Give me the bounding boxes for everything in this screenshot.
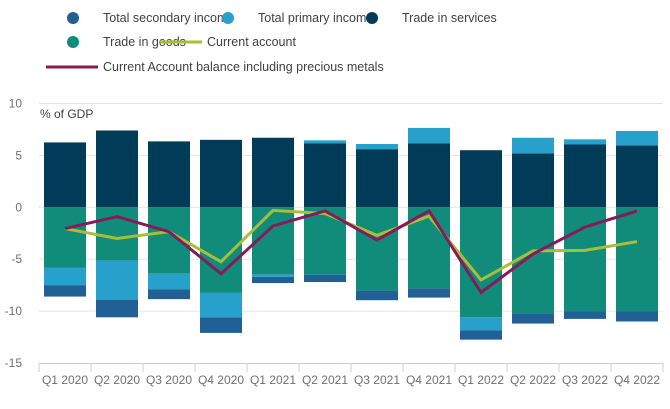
- bar-total-primary-income: [44, 267, 86, 286]
- gridlines: [39, 103, 663, 312]
- legend-label: Trade in services: [402, 11, 497, 25]
- bar-total-primary-income: [252, 274, 294, 277]
- bar-total-secondary-income: [252, 276, 294, 284]
- x-tick-label: Q2 2022: [510, 373, 556, 387]
- legend-item-current-account[interactable]: Current account: [160, 35, 296, 49]
- legend-item-trade-in-services[interactable]: Trade in services: [366, 11, 497, 25]
- bar-total-secondary-income: [44, 285, 86, 297]
- bar-trade-in-goods: [564, 207, 606, 312]
- bar-trade-in-services: [460, 150, 502, 208]
- bar-total-primary-income: [512, 137, 554, 154]
- y-tick-label: 0: [15, 200, 22, 214]
- y-axis-unit-label: % of GDP: [40, 107, 93, 121]
- x-tick-label: Q2 2021: [302, 373, 348, 387]
- lines: [64, 208, 638, 295]
- bar-total-primary-income: [408, 127, 450, 144]
- line-current-account-balance-including-precious-metals: [64, 208, 638, 295]
- bar-trade-in-goods: [252, 207, 294, 275]
- bar-trade-in-goods: [616, 207, 658, 312]
- bar-total-secondary-income: [408, 288, 450, 298]
- y-tick-label: -5: [11, 252, 22, 266]
- bar-total-secondary-income: [96, 299, 138, 318]
- y-tick-label: 10: [9, 97, 23, 111]
- y-tick-label: 5: [15, 148, 22, 162]
- bar-total-secondary-income: [564, 311, 606, 319]
- legend-item-trade-in-goods[interactable]: Trade in goods: [67, 35, 186, 49]
- bar-trade-in-services: [512, 153, 554, 208]
- legend-item-total-secondary-income[interactable]: Total secondary income: [67, 11, 234, 25]
- legend-label: Current Account balance including precio…: [103, 60, 384, 74]
- legend-dot-icon: [222, 12, 234, 24]
- bar-trade-in-services: [200, 139, 242, 208]
- bar-trade-in-goods: [356, 207, 398, 291]
- x-tick-label: Q2 2020: [94, 373, 140, 387]
- y-axis-ticks: 10 5 0 -5 -10 -15: [5, 97, 23, 371]
- x-tick-label: Q3 2020: [146, 373, 192, 387]
- bar-total-primary-income: [304, 140, 346, 144]
- legend-label: Trade in goods: [103, 35, 186, 49]
- bar-total-secondary-income: [460, 330, 502, 340]
- y-tick-label: -15: [5, 356, 23, 370]
- legend-dot-icon: [67, 36, 79, 48]
- legend-label: Total primary income: [258, 11, 373, 25]
- bar-total-secondary-income: [616, 311, 658, 322]
- bar-total-secondary-income: [200, 317, 242, 333]
- legend-dot-icon: [67, 12, 79, 24]
- x-tick-label: Q1 2022: [458, 373, 504, 387]
- bar-trade-in-services: [44, 142, 86, 208]
- bar-total-secondary-income: [356, 290, 398, 301]
- bar-trade-in-services: [304, 143, 346, 208]
- bar-total-secondary-income: [304, 274, 346, 283]
- bar-trade-in-goods: [200, 207, 242, 293]
- bar-trade-in-services: [252, 137, 294, 208]
- bar-trade-in-services: [564, 144, 606, 208]
- legend-item-current-account-balance-including-precious-metals[interactable]: Current Account balance including precio…: [46, 60, 384, 74]
- bar-trade-in-services: [96, 130, 138, 208]
- x-tick-label: Q4 2022: [614, 373, 660, 387]
- bar-trade-in-services: [408, 143, 450, 208]
- legend-item-total-primary-income[interactable]: Total primary income: [222, 11, 373, 25]
- bar-total-primary-income: [460, 317, 502, 331]
- bar-total-primary-income: [564, 139, 606, 145]
- legend: Total secondary income Total primary inco…: [46, 11, 497, 74]
- legend-label: Total secondary income: [103, 11, 234, 25]
- legend-dot-icon: [366, 12, 378, 24]
- bar-total-primary-income: [356, 143, 398, 150]
- x-tick-label: Q4 2020: [198, 373, 244, 387]
- x-tick-label: Q1 2021: [250, 373, 296, 387]
- legend-label: Current account: [207, 35, 296, 49]
- x-axis: Q1 2020 Q2 2020 Q3 2020 Q4 2020 Q1 2021 Q2 20…: [38, 363, 664, 387]
- bar-total-secondary-income: [512, 313, 554, 324]
- bar-total-primary-income: [96, 260, 138, 300]
- bar-trade-in-services: [356, 149, 398, 208]
- bar-total-primary-income: [616, 131, 658, 146]
- x-tick-label: Q1 2020: [42, 373, 88, 387]
- bar-trade-in-goods: [44, 207, 86, 268]
- bars: [44, 127, 658, 340]
- bar-total-secondary-income: [148, 289, 190, 300]
- x-tick-label: Q4 2021: [406, 373, 452, 387]
- x-tick-label: Q3 2022: [562, 373, 608, 387]
- bar-total-primary-income: [200, 292, 242, 318]
- x-tick-label: Q3 2021: [354, 373, 400, 387]
- bar-total-primary-income: [148, 273, 190, 290]
- bar-trade-in-services: [148, 141, 190, 208]
- bar-trade-in-goods: [304, 207, 346, 275]
- bar-trade-in-services: [616, 145, 658, 208]
- y-tick-label: -10: [5, 304, 23, 318]
